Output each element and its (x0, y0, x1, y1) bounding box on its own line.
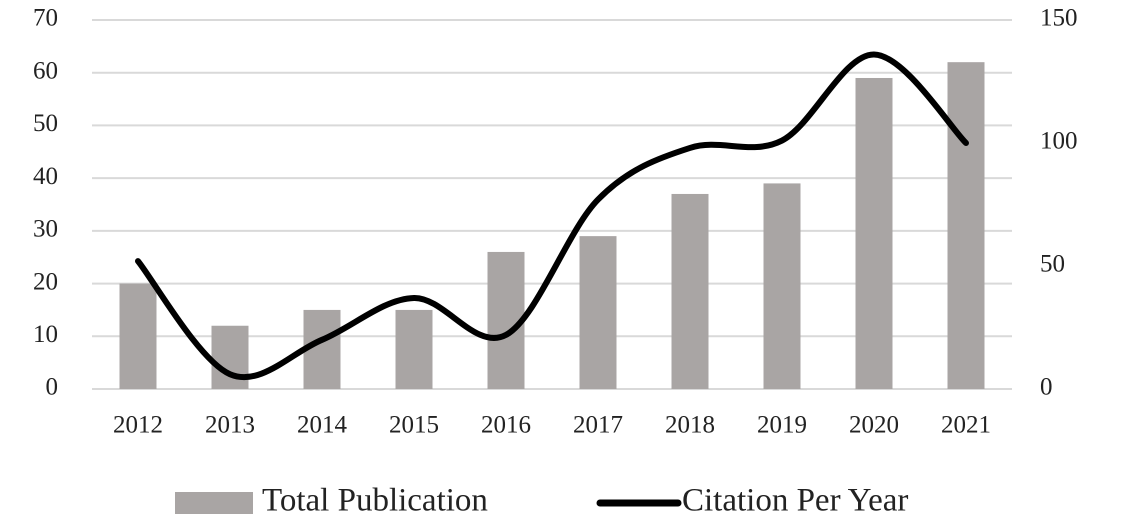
y-tick-label: 0 (46, 374, 59, 401)
bar (395, 309, 433, 389)
x-tick-label: 2012 (113, 412, 163, 439)
bar (119, 283, 157, 389)
x-tick-label: 2020 (849, 412, 899, 439)
x-tick-label: 2018 (665, 412, 715, 439)
bar (579, 236, 617, 389)
y-tick-label: 10 (33, 321, 58, 348)
legend-swatch (175, 492, 253, 514)
y-tick-label: 30 (33, 216, 58, 243)
line (135, 51, 969, 381)
y2-tick-label: 150 (1040, 5, 1078, 32)
legend-label: Citation Per Year (682, 483, 908, 519)
bar (763, 183, 801, 389)
legend-label: Total Publication (262, 483, 488, 519)
bar (671, 193, 709, 389)
y2-tick-label: 50 (1040, 251, 1065, 278)
x-tick-label: 2021 (941, 412, 991, 439)
y-tick-label: 60 (33, 57, 58, 84)
bar (947, 62, 985, 390)
x-tick-label: 2019 (757, 412, 807, 439)
y-tick-label: 40 (33, 163, 58, 190)
y-tick-label: 50 (33, 110, 58, 137)
y-tick-label: 70 (33, 5, 58, 32)
x-tick-label: 2017 (573, 412, 623, 439)
y2-tick-label: 0 (1040, 374, 1053, 401)
x-tick-label: 2015 (389, 412, 439, 439)
x-tick-label: 2013 (205, 412, 255, 439)
x-tick-label: 2014 (297, 412, 348, 439)
y-tick-label: 20 (33, 268, 58, 295)
legend: Total Publication Citation Per Year (175, 483, 908, 519)
x-tick-label: 2016 (481, 412, 531, 439)
y2-tick-label: 100 (1040, 128, 1078, 155)
bar (855, 77, 893, 389)
